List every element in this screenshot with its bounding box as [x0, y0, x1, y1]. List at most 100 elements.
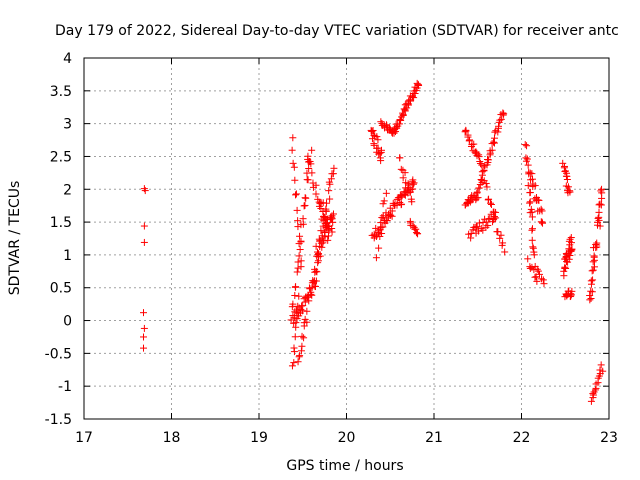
data-point	[295, 252, 303, 260]
data-point	[319, 208, 327, 216]
data-point	[536, 270, 544, 278]
data-point	[289, 134, 297, 142]
data-point	[300, 334, 308, 342]
y-tick-label: 0	[63, 314, 72, 330]
data-point	[377, 157, 385, 165]
data-point	[539, 276, 547, 284]
data-point	[524, 255, 532, 263]
data-point	[290, 163, 298, 171]
data-point	[462, 127, 470, 135]
data-point	[325, 187, 333, 195]
data-point	[540, 280, 548, 288]
data-point	[483, 183, 491, 191]
data-point	[590, 263, 598, 271]
data-point	[297, 263, 305, 271]
y-tick-label: 0.5	[50, 281, 72, 297]
data-point	[531, 273, 539, 281]
data-point	[414, 230, 422, 238]
data-point	[406, 188, 414, 196]
y-tick-label: 2.5	[50, 149, 72, 165]
data-point	[328, 215, 336, 223]
data-point	[326, 195, 334, 203]
data-point	[487, 201, 495, 209]
data-point	[475, 153, 483, 161]
data-point	[371, 232, 379, 240]
data-point	[490, 134, 498, 142]
data-point	[464, 133, 472, 141]
data-point	[490, 213, 498, 221]
y-tick-label: 3	[63, 117, 72, 133]
data-point	[537, 205, 545, 213]
data-point	[473, 223, 481, 231]
data-point	[397, 165, 405, 173]
data-point	[298, 342, 306, 350]
data-point	[492, 214, 500, 222]
data-point	[322, 207, 330, 215]
data-point	[496, 116, 504, 124]
data-point	[535, 196, 543, 204]
data-point	[531, 195, 539, 203]
data-point	[302, 194, 310, 202]
data-point	[318, 243, 326, 251]
data-point	[325, 222, 333, 230]
x-tick-labels: 17 18 19 20 21 22 23	[75, 430, 618, 446]
data-point	[524, 161, 532, 169]
data-point	[589, 266, 597, 274]
data-point	[292, 283, 300, 291]
data-point	[411, 90, 419, 98]
data-point	[529, 225, 537, 233]
data-point	[140, 324, 148, 332]
x-tick-label: 17	[75, 430, 93, 446]
data-point	[409, 176, 417, 184]
data-point	[296, 352, 304, 360]
data-point	[533, 265, 541, 273]
data-point	[312, 242, 320, 250]
data-point	[375, 244, 383, 252]
data-point	[486, 199, 494, 207]
data-point	[598, 185, 606, 193]
data-point	[328, 228, 336, 236]
data-point	[330, 210, 338, 218]
data-point	[140, 222, 148, 230]
data-point	[301, 201, 309, 209]
data-point	[474, 194, 482, 202]
data-point	[473, 189, 481, 197]
data-point	[529, 243, 537, 251]
data-point	[293, 268, 301, 276]
data-point	[494, 128, 502, 136]
data-point	[289, 300, 297, 308]
data-point	[297, 347, 305, 355]
y-tick-labels: -1.5 -1 -0.5 0 0.5 1 1.5 2 2.5 3 3.5 4	[45, 51, 72, 428]
data-point	[566, 188, 574, 196]
data-point	[380, 197, 388, 205]
data-point	[526, 198, 534, 206]
data-point	[467, 234, 475, 242]
x-axis-label: GPS time / hours	[286, 458, 403, 474]
data-point	[461, 128, 469, 136]
y-tick-label: -1.5	[45, 412, 72, 428]
data-point	[476, 160, 484, 168]
data-point	[289, 159, 297, 167]
y-tick-label: 1	[63, 248, 72, 264]
data-point	[329, 218, 337, 226]
data-point	[567, 234, 575, 242]
data-point	[589, 258, 597, 266]
data-point	[599, 367, 607, 375]
data-point	[399, 111, 407, 119]
data-point	[588, 288, 596, 296]
data-point	[497, 231, 505, 239]
data-point	[303, 318, 311, 326]
data-point	[563, 176, 571, 184]
data-point	[304, 152, 312, 160]
data-point	[290, 344, 298, 352]
data-point	[390, 129, 398, 137]
data-point	[534, 267, 542, 275]
data-point	[374, 136, 382, 144]
data-point	[597, 201, 605, 209]
x-tick-label: 21	[425, 430, 443, 446]
data-point	[596, 222, 604, 230]
data-point	[305, 165, 313, 173]
data-point	[470, 140, 478, 148]
data-point	[291, 176, 299, 184]
data-point	[308, 169, 316, 177]
